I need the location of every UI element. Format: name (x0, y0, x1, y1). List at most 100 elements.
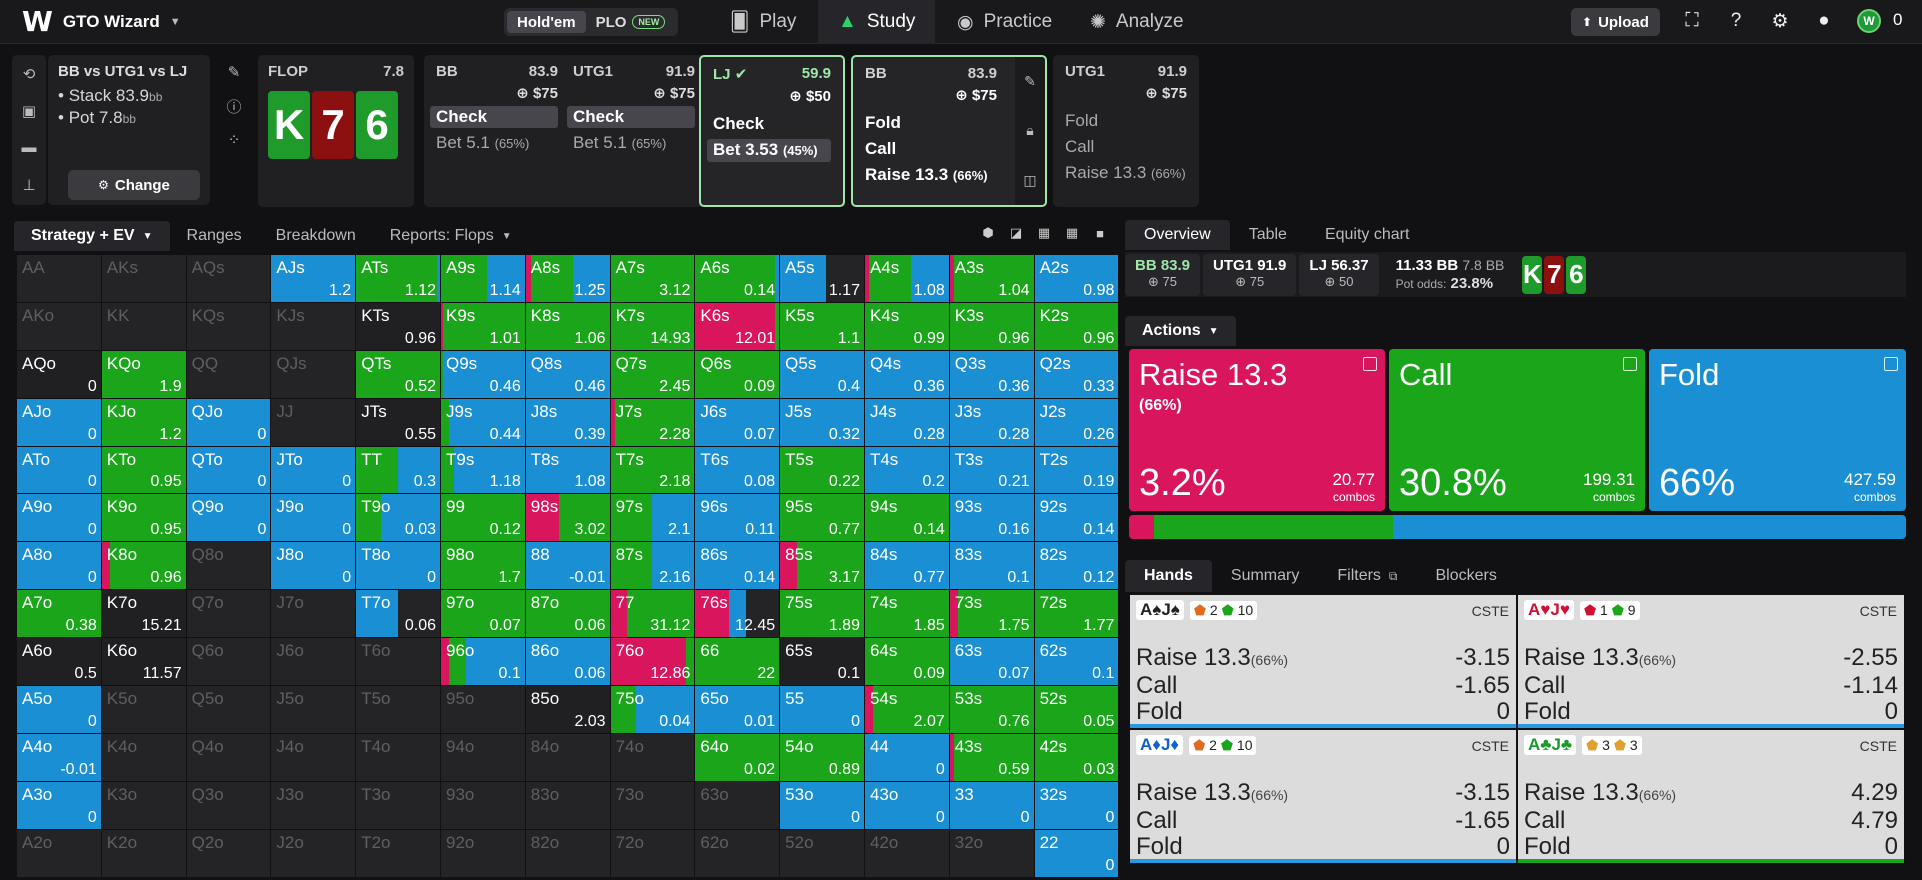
hand-cell[interactable]: QTs 0.52 (356, 350, 440, 398)
action-node[interactable]: UTG1 91.9 ⊕ $75 Check Bet 5.1 (65%) (561, 55, 707, 207)
hand-cell[interactable]: 64o 0.02 (695, 733, 780, 781)
hand-cell[interactable]: K7s 14.93 (610, 302, 695, 350)
node-action[interactable]: Bet 3.53 (45%) (707, 139, 831, 162)
node-action[interactable]: Check (567, 106, 695, 128)
hand-cell[interactable]: T6o (356, 638, 440, 686)
hand-cell[interactable]: 94o (440, 733, 525, 781)
hand-cell[interactable]: 65o 0.01 (695, 686, 780, 733)
upload-button[interactable]: ⬆ Upload (1571, 8, 1660, 36)
hand-cell[interactable]: 74s 1.85 (864, 590, 949, 638)
hand-cell[interactable]: Q8o (186, 542, 271, 590)
node-action[interactable]: Raise 13.3 (66%) (1065, 162, 1187, 185)
coin-icon[interactable]: W (1857, 9, 1881, 33)
hand-cell[interactable]: K9s 1.01 (440, 302, 525, 350)
mode-plo[interactable]: PLO NEW (586, 11, 676, 33)
hand-cell[interactable]: Q4s 0.36 (864, 350, 949, 398)
nav-study[interactable]: ▲ Study (818, 0, 936, 44)
action-card-call[interactable]: Call 30.8% 199.31 combos (1389, 349, 1645, 511)
hand-cell[interactable]: 53o 0 (780, 781, 864, 829)
hand-cell[interactable]: Q9o 0 (186, 494, 271, 542)
hand-cell[interactable]: 53s 0.76 (949, 686, 1034, 733)
hand-cell[interactable]: 82o (525, 829, 610, 877)
hand-cell[interactable]: QJo 0 (186, 398, 271, 446)
hand-cell[interactable]: 76s 12.45 (695, 590, 780, 638)
hand-cell[interactable]: A3o 0 (17, 781, 101, 829)
notes-icon[interactable] (1623, 357, 1637, 371)
chevron-down-icon[interactable]: ▼ (169, 15, 181, 28)
hand-cell[interactable]: 22 0 (1034, 829, 1119, 877)
hand-cell[interactable]: T6s 0.08 (695, 446, 780, 494)
hand-cell[interactable]: T9o 0.03 (356, 494, 440, 542)
nav-analyze[interactable]: ✺ Analyze (1070, 0, 1204, 44)
hand-cell[interactable]: 84o (525, 733, 610, 781)
hand-cell[interactable]: Q2o (186, 829, 271, 877)
hand-cell[interactable]: 83o (525, 781, 610, 829)
hand-cell[interactable]: Q4o (186, 733, 271, 781)
hand-cell[interactable]: QJs (271, 350, 356, 398)
hand-cell[interactable]: 42o (864, 829, 949, 877)
hand-cell[interactable]: 93s 0.16 (949, 494, 1034, 542)
hand-cell[interactable]: A6s 0.14 (695, 255, 780, 302)
node-action[interactable]: Raise 13.3 (66%) (865, 164, 1033, 187)
hand-cell[interactable]: 43s 0.59 (949, 733, 1034, 781)
hand-cell[interactable]: Q5o (186, 686, 271, 733)
hand-cell[interactable]: Q5s 0.4 (780, 350, 864, 398)
hand-cell[interactable]: 84s 0.77 (864, 542, 949, 590)
hand-cell[interactable]: 66 22 (695, 638, 780, 686)
grid-small-icon[interactable]: ▦ (1037, 225, 1051, 240)
hand-cell[interactable]: K7o 15.21 (101, 590, 186, 638)
hand-cell[interactable]: Q6s 0.09 (695, 350, 780, 398)
tab-summary[interactable]: Summary (1230, 567, 1300, 584)
grid-icon[interactable]: ▦ (1065, 225, 1079, 240)
hand-cell[interactable]: 75o 0.04 (610, 686, 695, 733)
hand-cell[interactable]: 94s 0.14 (864, 494, 949, 542)
hand-cell[interactable]: 92o (440, 829, 525, 877)
hand-cell[interactable]: 87s 2.16 (610, 542, 695, 590)
flop-box[interactable]: FLOP 7.8 K 7 6 (258, 55, 414, 207)
hand-cell[interactable]: 63s 0.07 (949, 638, 1034, 686)
hand-cell[interactable]: 93o (440, 781, 525, 829)
hand-cell[interactable]: T2o (356, 829, 440, 877)
hand-cell[interactable]: 86s 0.14 (695, 542, 780, 590)
hand-cell[interactable]: K4o (101, 733, 186, 781)
reset-icon[interactable]: ⟲ (22, 65, 36, 83)
hand-cell[interactable]: K5s 1.1 (780, 302, 864, 350)
action-node[interactable]: BB 83.9 ⊕ $75 Check Bet 5.1 (65%) (424, 55, 570, 207)
hand-cell[interactable]: K2o (101, 829, 186, 877)
gear-icon[interactable]: ⚙ (1771, 10, 1789, 32)
hand-cell[interactable]: 98s 3.02 (525, 494, 610, 542)
hand-cell[interactable]: KJs (271, 302, 356, 350)
action-card-fold[interactable]: Fold 66% 427.59 combos (1649, 349, 1906, 511)
hand-cell[interactable]: 95s 0.77 (780, 494, 864, 542)
screenshot-icon[interactable]: ⛶ (1685, 10, 1699, 31)
hand-cell[interactable]: K5o (101, 686, 186, 733)
hand-cell[interactable]: 75s 1.89 (780, 590, 864, 638)
hand-cell[interactable]: ATo 0 (17, 446, 101, 494)
app-logo[interactable]: W GTO Wizard ▼ (22, 5, 192, 38)
hand-cell[interactable]: AJs 1.2 (271, 255, 356, 302)
hand-cell[interactable]: 76o 12.86 (610, 638, 695, 686)
hand-cell[interactable]: 52o (780, 829, 864, 877)
save-icon[interactable]: ▣ (21, 102, 37, 120)
align-icon[interactable]: ⊥ (22, 176, 36, 194)
hand-cell[interactable]: A2s 0.98 (1034, 255, 1119, 302)
action-node-lj[interactable]: LJ ✔ 59.9 ⊕ $50 Check Bet 3.53 (45%) (699, 55, 845, 207)
hand-cell[interactable]: J8o 0 (271, 542, 356, 590)
cube-icon[interactable]: ⬢ (982, 225, 994, 240)
hand-cell[interactable]: J7s 2.28 (610, 398, 695, 446)
notes-icon[interactable] (1884, 357, 1898, 371)
hand-cell[interactable]: J9s 0.44 (440, 398, 525, 446)
hand-cell[interactable]: 73o (610, 781, 695, 829)
hand-cell[interactable]: 92s 0.14 (1034, 494, 1119, 542)
hand-cell[interactable]: KTs 0.96 (356, 302, 440, 350)
hand-cell[interactable]: 86o 0.06 (525, 638, 610, 686)
hand-cell[interactable]: T8o 0 (356, 542, 440, 590)
hand-cell[interactable]: K3o (101, 781, 186, 829)
hand-cell[interactable]: J3o (271, 781, 356, 829)
dots-icon[interactable]: ⁘ (227, 132, 241, 149)
hand-cell[interactable]: A9o 0 (17, 494, 101, 542)
tab-table[interactable]: Table (1248, 226, 1287, 243)
hand-cell[interactable]: 43o 0 (864, 781, 949, 829)
hand-cell[interactable]: 72o (610, 829, 695, 877)
hand-cell[interactable]: Q2s 0.33 (1034, 350, 1119, 398)
